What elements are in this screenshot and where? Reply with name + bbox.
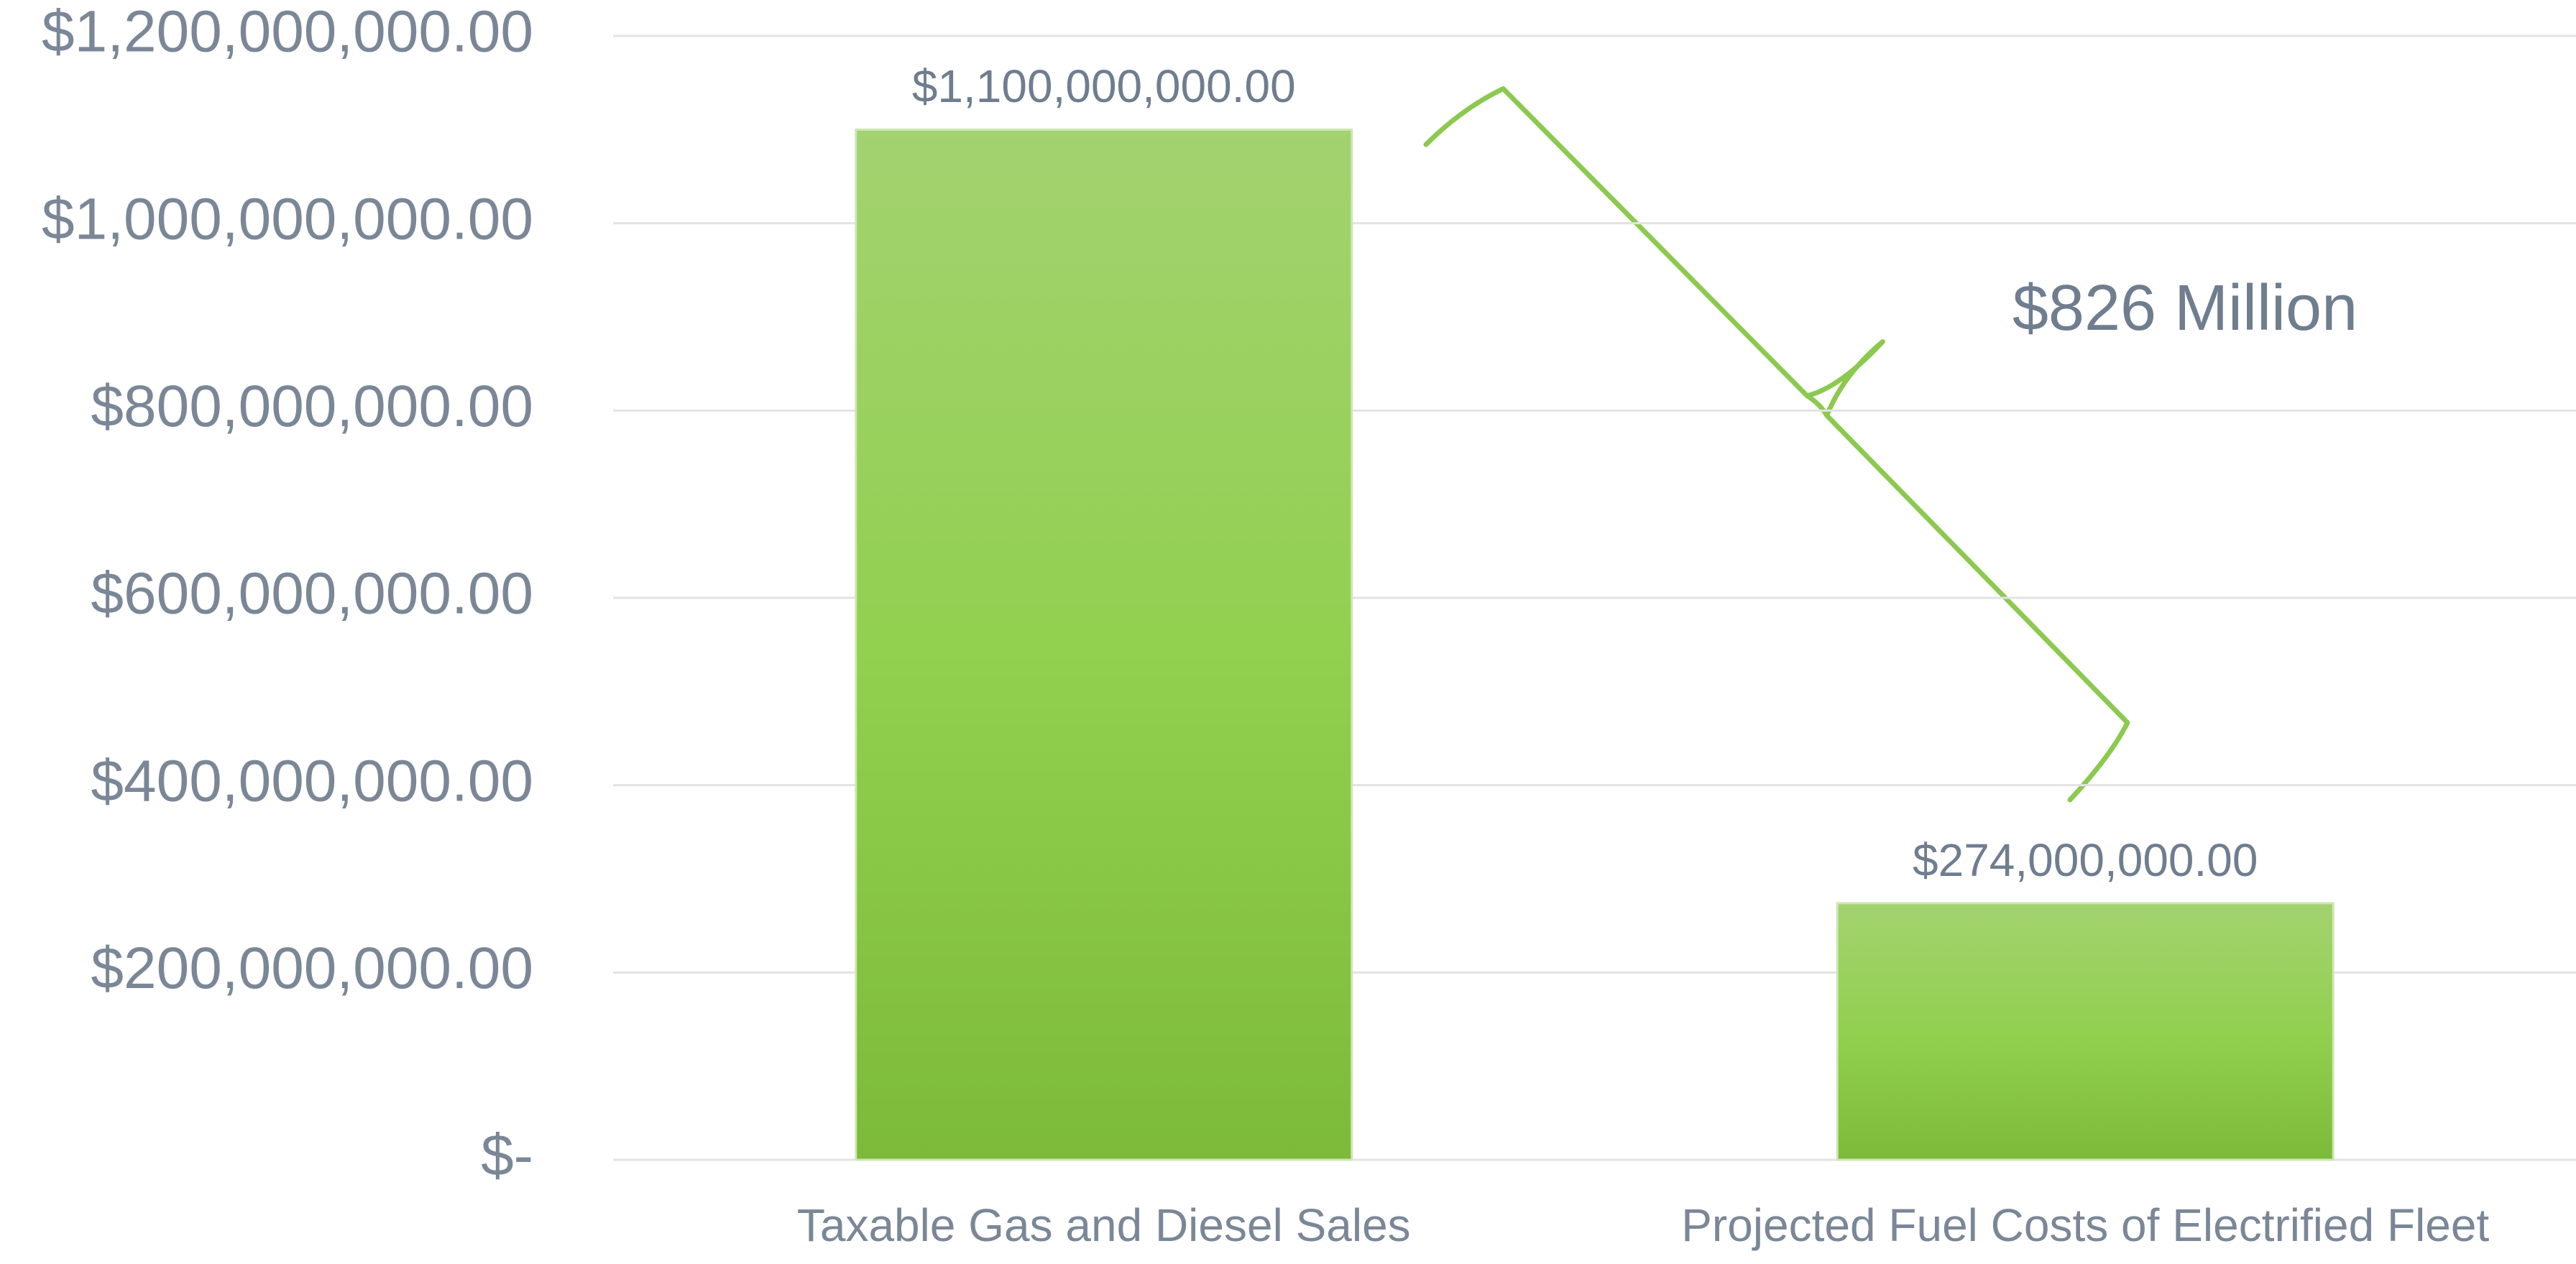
y-tick-label: $600,000,000.00	[91, 561, 533, 627]
y-tick-label: $1,200,000,000.00	[42, 0, 533, 65]
x-tick-label: Projected Fuel Costs of Electrified Flee…	[1681, 1199, 2489, 1251]
brace-path	[1423, 86, 2130, 803]
value-label: $1,100,000,000.00	[912, 60, 1296, 112]
brace	[1423, 86, 2130, 803]
y-tick-label: $-	[481, 1123, 533, 1189]
value-label: $274,000,000.00	[1913, 834, 2258, 886]
y-tick-label: $1,000,000,000.00	[42, 186, 533, 252]
y-tick-label: $800,000,000.00	[91, 374, 533, 439]
y-tick-label: $400,000,000.00	[91, 748, 533, 813]
y-tick-label: $200,000,000.00	[91, 936, 533, 1001]
bar	[1836, 902, 2334, 1161]
x-tick-label: Taxable Gas and Diesel Sales	[797, 1199, 1411, 1251]
annotation: $826 Million	[2012, 272, 2358, 344]
bar	[855, 128, 1353, 1161]
